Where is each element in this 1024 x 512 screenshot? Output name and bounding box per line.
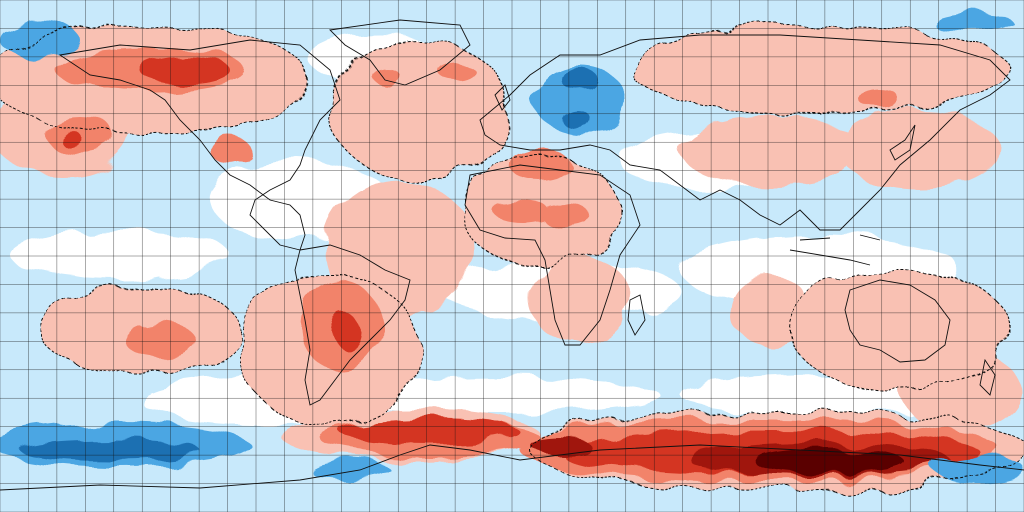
antarctica-coast: [0, 444, 1024, 491]
eurasia-coast: [479, 34, 1011, 231]
madagascar-coast: [627, 294, 646, 336]
contour-lines: [0, 24, 1024, 491]
africa-coast: [464, 164, 641, 346]
greenland-coast: [329, 19, 471, 86]
warm-extreme-layer: [755, 450, 905, 474]
uk-coast: [494, 84, 511, 111]
japan-coast: [889, 124, 916, 161]
north-america-coast: [58, 39, 341, 251]
